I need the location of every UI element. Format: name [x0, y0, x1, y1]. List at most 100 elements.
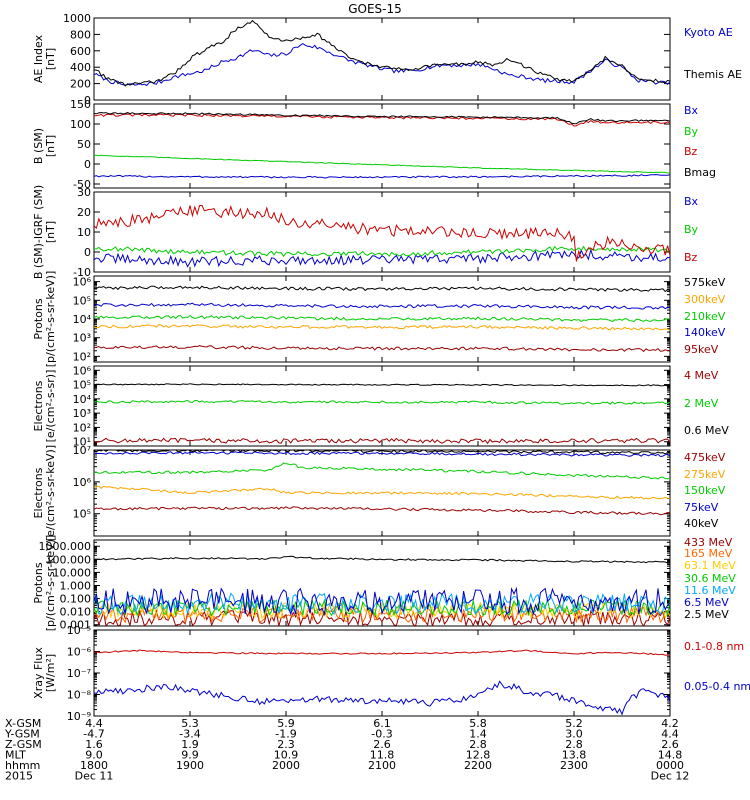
x-row-value: 1800	[80, 759, 108, 772]
legend-575kev: 575keV	[684, 276, 726, 289]
y-tick-label: 10⁵	[73, 379, 91, 392]
legend-300kev: 300keV	[684, 293, 726, 306]
x-row-value: 1900	[176, 759, 204, 772]
y-axis-label: [nT]	[44, 48, 57, 70]
x-row-value: 1.6	[85, 738, 103, 751]
y-tick-label: 10⁻⁷	[67, 667, 91, 680]
x-row-value: 1.4	[469, 728, 487, 741]
y-axis-label: [e/(cm²-s-sr-keV)]	[44, 445, 57, 541]
panel-2: -50 0 50 100 150 B (SM) [nT] Bx By Bz Bmag	[32, 98, 716, 191]
legend-0-1-0-8-nm: 0.1-0.8 nm	[684, 640, 744, 653]
x-row-label-x-gsm: X-GSM	[5, 717, 41, 730]
y-axis-label: Protons	[32, 298, 45, 339]
panel-7: 0.0010.0100.1001.00010.000100.0001000.00…	[32, 535, 736, 632]
series-line-11-6-mev	[94, 591, 670, 616]
legend-30-6-mev: 30.6 MeV	[684, 572, 736, 585]
x-row-value: 11.8	[370, 749, 395, 762]
y-tick-label: 50	[77, 138, 91, 151]
legend-bx: Bx	[684, 195, 699, 208]
y-tick-label: 10⁶	[73, 276, 92, 289]
legend-210kev: 210keV	[684, 310, 726, 323]
legend-bx: Bx	[684, 104, 699, 117]
legend-kyoto-ae: Kyoto AE	[684, 26, 733, 39]
x-row-value: 10.9	[274, 749, 299, 762]
y-tick-label: 20	[77, 206, 91, 219]
legend-6-5-mev: 6.5 MeV	[684, 596, 729, 609]
x-row-label-mlt: MLT	[5, 749, 26, 762]
y-tick-label: 10	[77, 226, 91, 239]
y-axis-label: Electrons	[32, 380, 45, 431]
panel-4: 10² 10³ 10⁴ 10⁵ 10⁶ Protons [p/(cm²-s-sr-keV)]…	[32, 271, 726, 368]
series-line-2-mev	[94, 399, 670, 405]
y-tick-label: 10⁻⁸	[67, 689, 92, 702]
series-line-75kev	[94, 451, 670, 458]
y-tick-label: 100	[70, 118, 91, 131]
y-tick-label: 0	[84, 158, 91, 171]
panel-frame	[93, 449, 671, 537]
x-row-value: 5.8	[469, 717, 487, 730]
series-line-40kev	[94, 450, 670, 455]
legend-4-mev: 4 MeV	[684, 369, 719, 382]
x-row-value: 2.6	[373, 738, 391, 751]
legend-75kev: 75keV	[684, 501, 719, 514]
y-tick-label: 10.000	[53, 566, 92, 579]
series-line-275kev	[94, 485, 670, 500]
y-tick-label: 10⁴	[73, 393, 92, 406]
y-tick-label: 400	[70, 61, 91, 74]
y-axis-label: B (SM)-IGRF (SM)	[32, 185, 45, 279]
series-line-0-05-0-4-nm	[94, 680, 670, 716]
x-row-value: -1.9	[275, 728, 296, 741]
legend-95kev: 95keV	[684, 343, 719, 356]
series-line-575kev	[94, 285, 670, 293]
x-row-value: 13.8	[562, 749, 587, 762]
legend-bz: Bz	[684, 251, 698, 264]
y-tick-label: 200	[70, 78, 91, 91]
x-row-value: 2200	[464, 759, 492, 772]
x-row-value: 1.9	[181, 738, 199, 751]
x-row-value: 3.0	[565, 728, 583, 741]
panel-frame	[93, 17, 671, 101]
series-line-0-6-mev	[94, 383, 670, 387]
legend-63-1-mev: 63.1 MeV	[684, 559, 736, 572]
series-line-by	[94, 154, 670, 174]
y-axis-label: [e/(cm²-s-sr)]	[44, 370, 57, 443]
legend-0-05-0-4-nm: 0.05-0.4 nm	[684, 680, 750, 693]
y-axis-label: Electrons	[32, 467, 45, 518]
x-row-value: 4.4	[661, 728, 679, 741]
legend-11-6-mev: 11.6 MeV	[684, 584, 736, 597]
y-tick-label: 10⁷	[73, 444, 91, 457]
y-axis-label: AE Index	[32, 34, 45, 83]
series-line-30-6-mev	[94, 597, 670, 618]
legend-bmag: Bmag	[684, 166, 716, 179]
x-row-value: 2.6	[661, 738, 679, 751]
x-row-value: 2.3	[277, 738, 295, 751]
panel-3: -10 0 10 20 30 B (SM)-IGRF (SM) [nT] Bx By Bz	[32, 185, 699, 279]
x-end-date: Dec 12	[651, 770, 690, 783]
y-tick-label: 600	[70, 45, 91, 58]
x-row-value: 2100	[368, 759, 396, 772]
series-line-150kev	[94, 462, 670, 480]
y-tick-label: 10³	[73, 332, 91, 345]
series-line-95kev	[94, 345, 670, 353]
legend-475kev: 475keV	[684, 451, 726, 464]
y-tick-label: 10⁻⁹	[67, 710, 91, 723]
y-tick-label: 1.000	[60, 579, 92, 592]
panel-frame	[93, 365, 671, 447]
y-tick-label: 10¹	[73, 436, 91, 449]
x-axis-footer: X-GSM 4.4 5.3 5.9 6.1 5.8 5.2 4.2 Y-GSM -4.7 -3.4 -…	[4, 717, 689, 783]
y-tick-label: 150	[70, 98, 91, 111]
x-row-value: 5.3	[181, 717, 199, 730]
y-tick-label: 10²	[73, 421, 91, 434]
legend-150kev: 150keV	[684, 484, 726, 497]
y-axis-label: [nT]	[44, 221, 57, 243]
legend-by: By	[684, 125, 699, 138]
legend-433-mev: 433 MeV	[684, 536, 733, 549]
series-line-4-mev	[94, 437, 670, 445]
x-row-value: 0000	[656, 759, 684, 772]
x-row-value: 2300	[560, 759, 588, 772]
y-tick-label: 10²	[73, 350, 91, 363]
legend-40kev: 40keV	[684, 517, 719, 530]
x-row-label-y-gsm: Y-GSM	[4, 728, 40, 741]
y-tick-label: 10⁴	[73, 313, 92, 326]
legend-0-6-mev: 0.6 MeV	[684, 424, 729, 437]
